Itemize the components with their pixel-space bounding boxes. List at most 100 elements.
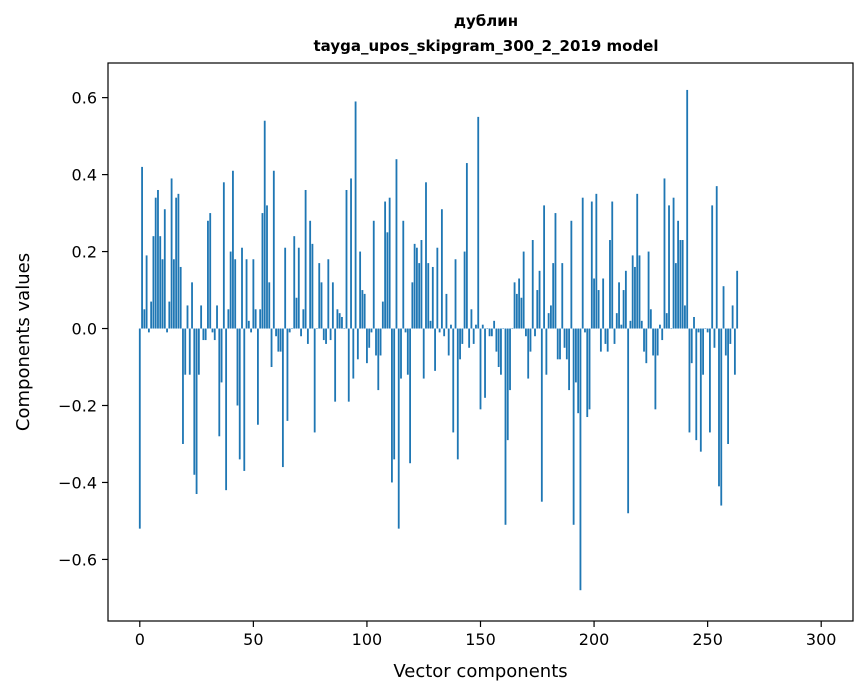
bar: [429, 320, 432, 329]
bar: [175, 197, 178, 329]
bar: [236, 328, 239, 406]
bar: [620, 324, 623, 329]
y-tick-label: −0.2: [58, 396, 97, 415]
bar: [393, 328, 396, 460]
bar: [454, 259, 457, 329]
bar: [288, 328, 291, 333]
bar: [336, 309, 339, 329]
bar: [522, 251, 525, 329]
y-axis-label: Components values: [13, 253, 34, 431]
bar: [547, 313, 550, 329]
bar: [354, 101, 357, 329]
bar: [597, 290, 600, 329]
bar: [665, 313, 668, 329]
bar: [486, 328, 489, 330]
x-tick-label: 50: [243, 630, 263, 649]
bar: [363, 293, 366, 329]
bar: [615, 313, 618, 329]
bar: [284, 247, 287, 329]
bar: [286, 328, 289, 421]
bar: [238, 328, 241, 460]
bar: [375, 328, 377, 356]
bar: [527, 328, 530, 379]
bar: [331, 282, 334, 329]
bar: [611, 201, 614, 329]
bar: [550, 305, 552, 329]
bar: [663, 178, 666, 329]
bar: [316, 328, 318, 330]
bar: [688, 328, 691, 433]
bar: [291, 328, 293, 330]
bar: [347, 328, 350, 402]
bar: [227, 309, 230, 329]
bar: [304, 189, 307, 329]
bar: [218, 328, 221, 437]
bar: [257, 328, 259, 425]
bar: [293, 236, 296, 329]
bar: [384, 201, 387, 329]
bar: [220, 328, 223, 383]
bar: [561, 263, 564, 329]
bar: [640, 320, 643, 329]
bar: [372, 220, 375, 329]
bar: [722, 286, 725, 329]
bar: [157, 189, 159, 329]
bar: [456, 328, 459, 460]
bar: [661, 328, 664, 341]
bar: [352, 328, 355, 379]
bar: [627, 328, 630, 514]
bar: [345, 189, 348, 329]
bar: [495, 328, 498, 352]
bar: [270, 328, 273, 368]
bar: [577, 328, 580, 414]
plot-frame: [107, 62, 854, 622]
bar: [450, 324, 452, 329]
bar: [420, 240, 423, 329]
bar: [452, 328, 455, 433]
bar: [427, 263, 430, 329]
bar: [613, 328, 616, 344]
bar: [168, 301, 171, 329]
bar: [540, 328, 543, 502]
bar: [629, 320, 632, 329]
x-tick-label: 100: [352, 630, 383, 649]
bar: [652, 328, 655, 356]
bar: [509, 328, 511, 391]
bar: [470, 309, 473, 329]
bar: [536, 290, 539, 329]
bar: [588, 328, 591, 410]
bar: [484, 328, 486, 398]
bar: [179, 266, 182, 329]
bar: [531, 240, 534, 329]
bar: [538, 270, 541, 329]
bar: [186, 305, 189, 329]
bar: [381, 301, 384, 329]
bar: [138, 328, 141, 529]
bar: [556, 328, 559, 360]
bar: [506, 328, 509, 441]
bar: [404, 328, 407, 333]
bar: [327, 259, 330, 329]
bar: [699, 328, 702, 452]
bar: [229, 251, 232, 329]
bar: [297, 247, 300, 329]
x-tick-label: 150: [465, 630, 496, 649]
bar: [356, 328, 359, 360]
bar: [395, 159, 398, 329]
y-tick-label: −0.4: [58, 473, 97, 492]
bar: [222, 182, 225, 329]
bar: [440, 209, 443, 329]
bar: [197, 328, 200, 375]
bar: [686, 89, 689, 329]
bar: [609, 240, 611, 329]
bar: [472, 328, 475, 344]
bar: [493, 320, 496, 329]
x-tick-label: 300: [806, 630, 837, 649]
bar: [163, 209, 166, 329]
bar: [252, 259, 255, 329]
bar: [679, 240, 682, 329]
bar: [245, 259, 248, 329]
bar: [234, 259, 237, 329]
bar: [438, 328, 441, 333]
